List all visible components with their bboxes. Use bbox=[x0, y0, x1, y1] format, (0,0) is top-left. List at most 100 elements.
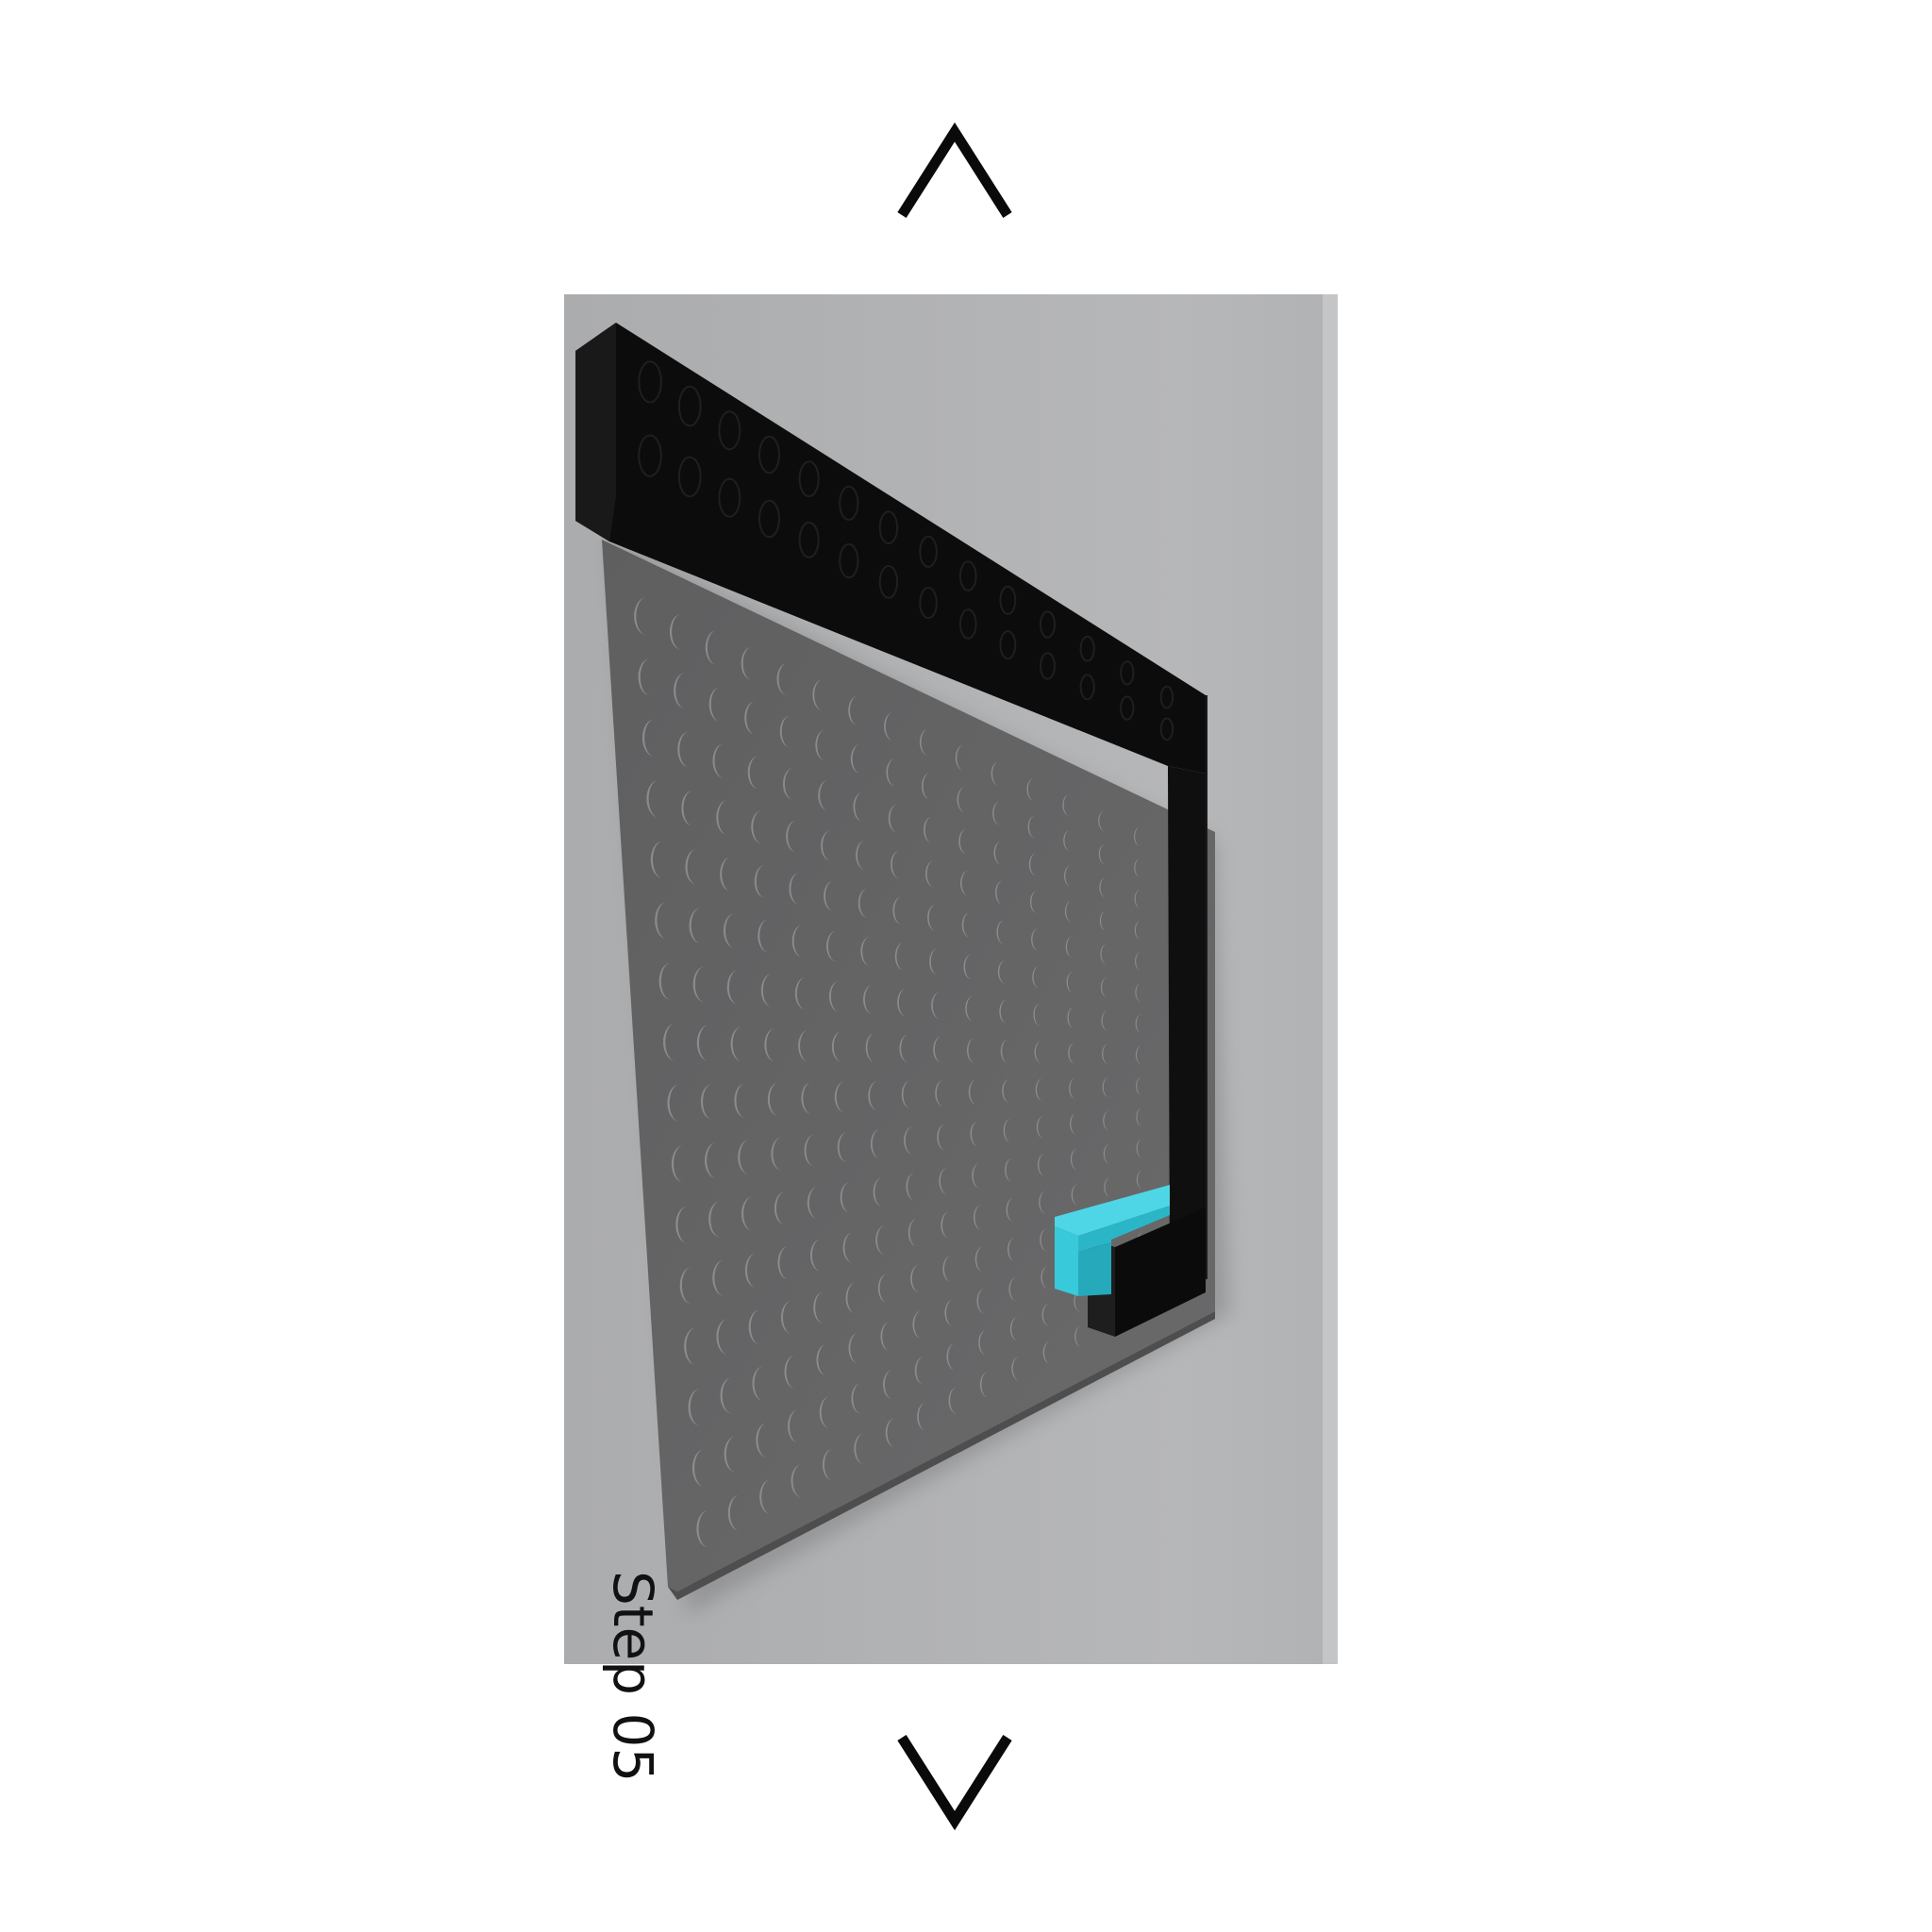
baseplate-stud bbox=[860, 936, 871, 966]
baseplate-stud bbox=[840, 1182, 851, 1213]
baseplate-stud bbox=[851, 1383, 861, 1414]
baseplate-stud bbox=[726, 970, 739, 1005]
baseplate-stud bbox=[968, 1079, 977, 1106]
black-brick-stud bbox=[677, 456, 702, 498]
black-brick-stud bbox=[1159, 717, 1174, 741]
baseplate-stud bbox=[1066, 971, 1074, 993]
baseplate-stud bbox=[794, 977, 806, 1009]
baseplate-stud bbox=[996, 920, 1005, 944]
baseplate-stud bbox=[848, 1332, 858, 1364]
baseplate-stud bbox=[944, 1299, 954, 1326]
chevron-down-icon bbox=[897, 1735, 1012, 1831]
baseplate-stud bbox=[880, 1322, 891, 1352]
black-brick-stud bbox=[677, 385, 702, 427]
baseplate-stud bbox=[700, 1083, 713, 1120]
baseplate-stud bbox=[777, 1246, 789, 1280]
baseplate-stud bbox=[708, 1201, 721, 1238]
baseplate-stud bbox=[1100, 943, 1108, 965]
baseplate-stud bbox=[815, 729, 825, 761]
baseplate-stud bbox=[681, 790, 693, 826]
black-brick-stud bbox=[798, 521, 820, 558]
baseplate-stud bbox=[834, 1081, 845, 1112]
baseplate-stud bbox=[658, 962, 672, 1000]
baseplate-stud bbox=[779, 715, 791, 748]
baseplate-stud bbox=[685, 848, 697, 885]
baseplate-stud bbox=[1011, 1356, 1020, 1381]
baseplate-stud bbox=[826, 930, 837, 962]
black-brick-stud bbox=[999, 585, 1017, 615]
baseplate-stud bbox=[646, 780, 659, 818]
baseplate-stud bbox=[1032, 965, 1041, 989]
baseplate-stud bbox=[1134, 826, 1141, 846]
baseplate-stud bbox=[929, 948, 939, 975]
baseplate-stud bbox=[791, 1464, 802, 1498]
baseplate-stud bbox=[1098, 810, 1106, 831]
baseplate-stud bbox=[973, 1205, 982, 1230]
baseplate-stud bbox=[807, 1187, 818, 1219]
previous-step-button[interactable] bbox=[889, 121, 1021, 234]
baseplate-stud bbox=[1134, 858, 1141, 877]
baseplate-stud bbox=[1068, 1041, 1075, 1064]
baseplate-stud bbox=[955, 744, 964, 771]
black-brick-stud bbox=[919, 535, 938, 568]
baseplate-stud bbox=[927, 904, 937, 931]
baseplate-stud bbox=[689, 908, 701, 944]
baseplate-stud bbox=[937, 1124, 946, 1151]
baseplate-stud bbox=[1042, 1341, 1051, 1364]
baseplate-stud bbox=[966, 1037, 975, 1063]
baseplate-stud bbox=[908, 1218, 918, 1247]
baseplate-stud bbox=[906, 1172, 916, 1201]
baseplate-stud bbox=[818, 779, 828, 811]
baseplate-stud bbox=[919, 728, 929, 756]
baseplate-stud bbox=[1104, 1176, 1111, 1198]
baseplate-stud bbox=[760, 974, 773, 1008]
baseplate-stud bbox=[863, 984, 874, 1014]
baseplate-stud bbox=[941, 1211, 950, 1239]
baseplate-stud bbox=[910, 1264, 920, 1293]
baseplate-stud bbox=[684, 1327, 696, 1365]
cyan-brick-side bbox=[1078, 1242, 1111, 1296]
baseplate bbox=[602, 540, 1215, 1591]
step-label: Step 05 bbox=[601, 1571, 665, 1783]
baseplate-stud bbox=[1102, 1076, 1109, 1098]
baseplate-stud bbox=[974, 1246, 984, 1273]
baseplate-stud bbox=[759, 1479, 771, 1514]
baseplate-stud bbox=[1100, 976, 1108, 998]
black-brick-stud bbox=[878, 510, 899, 545]
black-brick-stud bbox=[798, 460, 820, 498]
baseplate-stud bbox=[1031, 927, 1039, 952]
baseplate-stud bbox=[842, 1232, 854, 1263]
black-brick-stud bbox=[1120, 695, 1135, 721]
black-brick-stud bbox=[999, 630, 1017, 660]
baseplate-stud bbox=[712, 743, 724, 778]
baseplate-stud bbox=[1064, 900, 1073, 923]
black-brick-stud bbox=[758, 435, 780, 475]
baseplate-stud bbox=[720, 1377, 732, 1414]
next-step-button[interactable] bbox=[889, 1719, 1021, 1832]
baseplate-stud bbox=[1000, 1039, 1009, 1064]
cyan-brick-front bbox=[1055, 1226, 1078, 1296]
baseplate-stud bbox=[870, 1128, 881, 1159]
baseplate-stud bbox=[774, 1191, 786, 1225]
baseplate-stud bbox=[1136, 1108, 1142, 1127]
baseplate-stud bbox=[828, 981, 840, 1012]
baseplate-stud bbox=[734, 1083, 746, 1118]
baseplate-stud bbox=[1006, 1197, 1014, 1223]
baseplate-stud bbox=[764, 1027, 775, 1062]
baseplate-stud bbox=[948, 1387, 958, 1414]
baseplate-stud bbox=[696, 1024, 709, 1061]
baseplate-stud bbox=[1136, 1076, 1142, 1096]
baseplate-stud bbox=[899, 1034, 909, 1063]
baseplate-stud bbox=[1099, 910, 1107, 931]
baseplate-stud bbox=[821, 830, 831, 861]
baseplate-stud bbox=[1040, 1228, 1048, 1252]
baseplate-stud bbox=[854, 1433, 864, 1464]
baseplate-stud bbox=[634, 597, 646, 635]
baseplate-stud bbox=[804, 1134, 815, 1167]
baseplate-stud bbox=[883, 1370, 893, 1400]
baseplate-stud bbox=[688, 1389, 701, 1426]
baseplate-stud bbox=[675, 1206, 689, 1243]
black-brick-stud bbox=[1159, 685, 1174, 709]
baseplate-stud bbox=[801, 1082, 812, 1114]
baseplate-stud bbox=[868, 1080, 878, 1111]
